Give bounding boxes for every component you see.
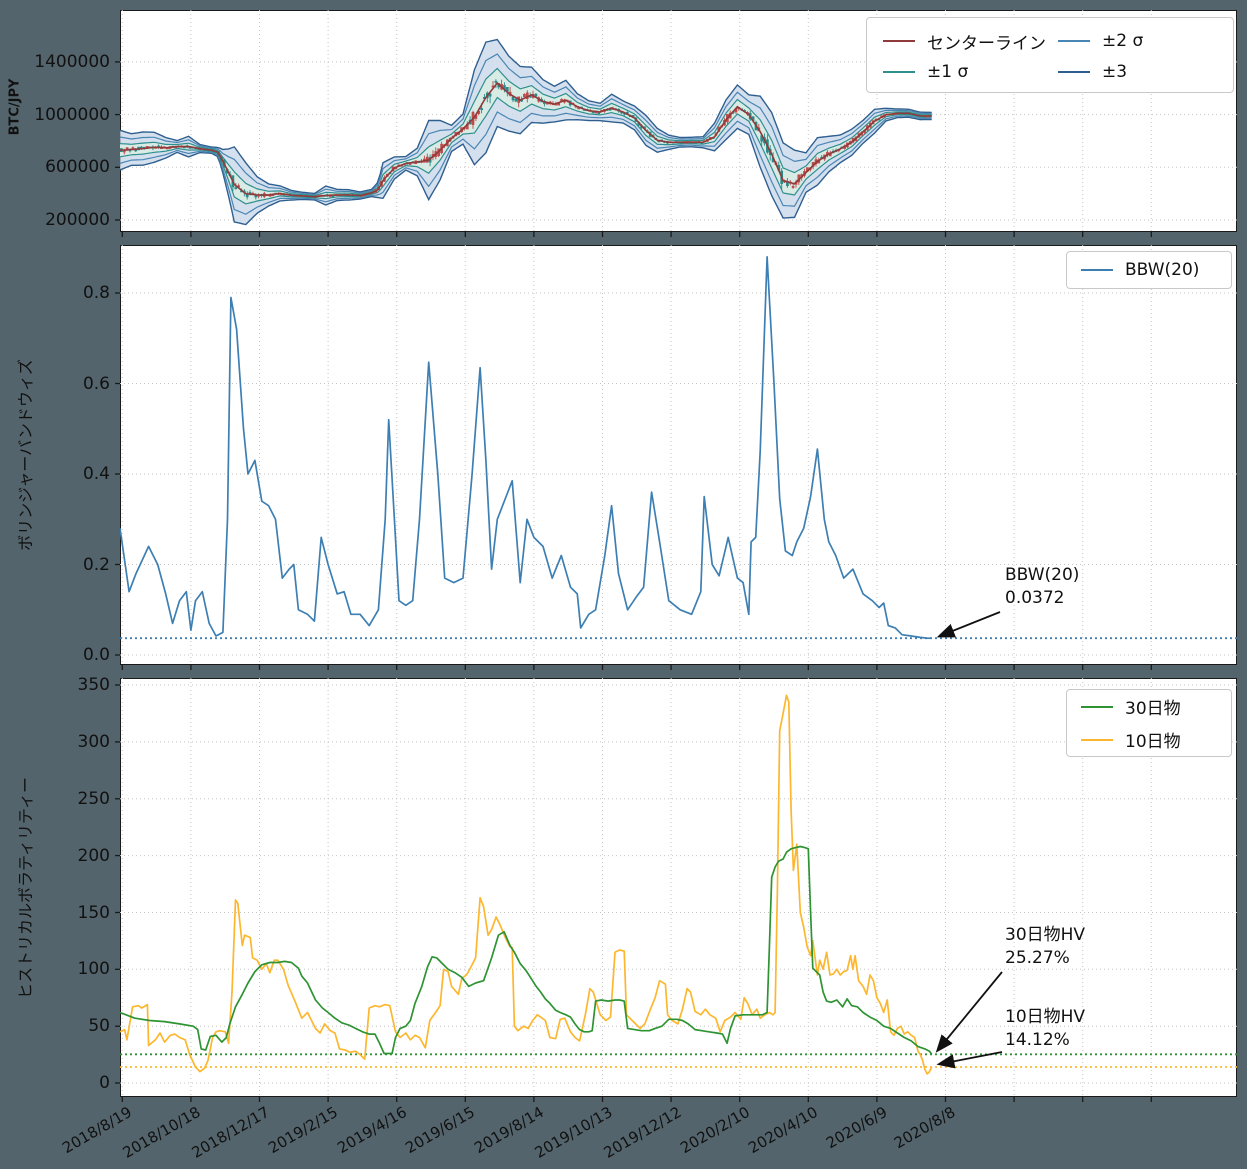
bbw-y-axis-label: ボリンジャーバンドウィズ — [16, 359, 35, 551]
bbw-y-tick-label: 0.0 — [82, 645, 110, 665]
x-tick-label: 2019/6/15 — [402, 1103, 479, 1158]
legend-item-hv30: 30日物 — [1075, 690, 1223, 723]
hv-y-tick-label: 250 — [77, 788, 110, 809]
bbw-y-tick-label: 0.4 — [82, 464, 110, 484]
hv30-annotation: 30日物HV 25.27% — [1005, 924, 1085, 970]
three-sigma-swatch — [1058, 70, 1090, 73]
x-tick-label: 2019/10/13 — [531, 1103, 616, 1162]
bbw-y-tick-label: 0.8 — [82, 283, 110, 303]
price-legend: センターライン ±2 σ ±1 σ ±3 — [866, 17, 1234, 93]
hv10-annotation-title: 10日物HV — [1005, 1007, 1086, 1027]
legend-item-2sigma: ±2 σ — [1052, 25, 1223, 58]
hv-y-tick-label: 0 — [99, 1073, 110, 1093]
hv-y-tick-label: 100 — [77, 959, 110, 980]
x-tick-label: 2019/4/16 — [334, 1103, 410, 1158]
x-tick-label: 2019/2/15 — [265, 1103, 342, 1158]
hv-y-axis-label: ヒストリカルボラティリティー — [16, 776, 35, 1000]
hv-y-tick-label: 200 — [77, 845, 110, 866]
hv10-annotation: 10日物HV 14.12% — [1005, 1006, 1085, 1052]
price-y-axis-label: BTC/JPY — [7, 78, 23, 136]
bbw-y-tick-label: 0.2 — [82, 554, 110, 575]
hv30-annotation-title: 30日物HV — [1005, 925, 1086, 945]
hv-y-tick-label: 50 — [88, 1016, 110, 1037]
bbw-annotation-value: 0.0372 — [1005, 587, 1065, 608]
bbw-annotation-title: BBW(20) — [1005, 565, 1080, 585]
price-y-tick-label: 200000 — [45, 210, 110, 230]
x-tick-label: 2020/2/10 — [677, 1103, 753, 1158]
legend-label: センターライン — [927, 33, 1046, 54]
centerline-swatch — [883, 40, 915, 42]
bbw-legend: BBW(20) — [1066, 251, 1232, 289]
legend-item-bbw: BBW(20) — [1075, 256, 1223, 284]
price-y-tick-label: 1400000 — [34, 51, 110, 72]
hv30-annotation-value: 25.27% — [1005, 947, 1070, 968]
legend-label: 10日物 — [1125, 732, 1181, 752]
x-tick-label: 2019/12/12 — [600, 1103, 685, 1162]
x-tick-label: 2020/4/10 — [745, 1103, 822, 1158]
bbw-swatch — [1081, 269, 1113, 271]
legend-label: 30日物 — [1125, 699, 1181, 719]
hv-y-tick-label: 300 — [77, 731, 110, 752]
hv30-swatch — [1081, 705, 1113, 708]
legend-label: BBW(20) — [1125, 260, 1200, 280]
hv10-swatch — [1081, 738, 1113, 741]
hv-y-tick-label: 350 — [77, 675, 110, 695]
hv-legend: 30日物 10日物 — [1066, 689, 1232, 757]
price-y-tick-label: 600000 — [45, 157, 110, 178]
legend-label: ±3 — [1102, 61, 1128, 82]
bbw-y-tick-label: 0.6 — [82, 373, 110, 394]
legend-label: ±2 σ — [1102, 31, 1144, 51]
x-tick-label: 2018/10/18 — [120, 1103, 204, 1162]
hv10-annotation-value: 14.12% — [1005, 1029, 1070, 1050]
x-tick-label: 2018/12/17 — [188, 1103, 273, 1162]
x-tick-label: 2020/8/8 — [891, 1103, 959, 1153]
bbw-annotation: BBW(20) 0.0372 — [1005, 564, 1079, 610]
hv-y-tick-label: 150 — [77, 902, 110, 923]
price-y-tick-label: 1000000 — [34, 104, 110, 125]
legend-item-hv10: 10日物 — [1075, 723, 1223, 756]
legend-label: ±1 σ — [927, 61, 969, 82]
x-tick-label: 2020/6/9 — [822, 1103, 890, 1153]
legend-item-centerline: センターライン — [877, 25, 1052, 58]
one-sigma-swatch — [883, 70, 915, 73]
two-sigma-swatch — [1058, 40, 1090, 42]
legend-item-1sigma: ±1 σ — [877, 58, 1052, 86]
legend-item-3sigma: ±3 — [1052, 58, 1223, 86]
